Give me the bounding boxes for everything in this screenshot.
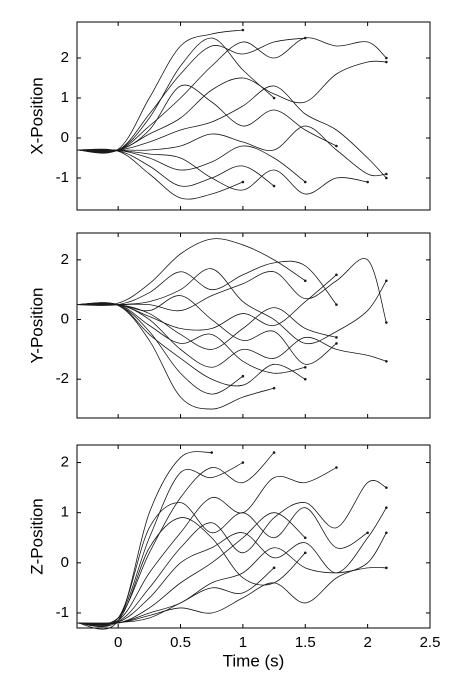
trajectory: [76, 148, 244, 200]
trajectory: [76, 37, 387, 153]
y-tick-label: 1: [61, 89, 69, 106]
end-point: [241, 374, 245, 378]
end-point: [385, 279, 388, 283]
trajectory: [76, 502, 368, 627]
end-point: [272, 96, 276, 100]
end-point: [335, 342, 338, 345]
y-axis-label: X-Position: [27, 77, 46, 154]
end-point: [385, 486, 388, 489]
trajectory: [76, 567, 275, 624]
trajectory: [76, 260, 337, 306]
y-tick-label: 1: [61, 504, 69, 521]
end-point: [241, 180, 245, 184]
trajectory: [76, 547, 387, 625]
plot-frame: [76, 232, 431, 419]
end-point: [241, 28, 245, 32]
trajectory: [76, 149, 275, 187]
trajectory: [77, 258, 387, 323]
end-point: [366, 180, 369, 184]
trajectory: [76, 507, 387, 625]
end-point: [385, 56, 388, 60]
end-point: [385, 531, 388, 535]
x-tick-label: 1.5: [295, 634, 316, 651]
end-point: [335, 466, 338, 469]
end-point: [241, 461, 245, 464]
end-point: [335, 303, 338, 306]
trajectory: [76, 60, 387, 152]
trajectory: [76, 85, 387, 179]
y-tick-label: 2: [61, 251, 69, 268]
trajectory: [76, 37, 275, 153]
trajectory: [76, 274, 337, 331]
plot-frame: [76, 21, 431, 211]
trajectory: [76, 302, 244, 395]
plot-frame: [76, 444, 431, 629]
y-tick-label: -1: [56, 604, 69, 621]
end-point: [385, 360, 388, 363]
trajectory: [76, 451, 212, 630]
end-point: [335, 144, 338, 148]
end-point: [335, 273, 338, 277]
trajectory: [76, 84, 337, 152]
end-point: [210, 451, 214, 454]
end-point: [385, 321, 388, 324]
y-tick-label: 2: [61, 49, 69, 66]
end-point: [385, 172, 388, 176]
end-point: [272, 451, 276, 454]
end-point: [303, 365, 307, 369]
trajectory: [76, 303, 387, 368]
x-tick-label: 0.5: [170, 634, 191, 651]
trajectory: [76, 302, 306, 374]
end-point: [303, 279, 307, 283]
y-axis-label: Y-Position: [27, 288, 46, 364]
trajectory: [76, 517, 306, 628]
end-point: [303, 180, 307, 184]
end-point: [366, 531, 369, 535]
end-point: [385, 506, 388, 509]
x-tick-label: 2: [363, 634, 371, 651]
trajectory: [76, 512, 306, 625]
trajectory: [76, 480, 387, 625]
y-tick-label: 0: [61, 311, 69, 328]
end-point: [272, 386, 276, 390]
y-tick-label: 2: [61, 454, 69, 471]
x-tick-label: 2.5: [420, 634, 441, 651]
end-point: [303, 551, 307, 555]
x-tick-label: 1: [239, 634, 247, 651]
end-point: [385, 60, 388, 64]
end-point: [303, 377, 307, 381]
trajectory: [76, 295, 337, 365]
end-point: [272, 184, 276, 188]
y-tick-label: 0: [61, 129, 69, 146]
x-axis-label: Time (s): [223, 651, 285, 670]
trajectory: [76, 303, 337, 350]
y-tick-label: -1: [56, 169, 69, 186]
end-point: [303, 536, 307, 540]
y-tick-label: 0: [61, 554, 69, 571]
trajectory: [76, 149, 368, 195]
trajectory: [76, 238, 306, 306]
x-tick-label: 0: [114, 634, 122, 651]
trajectory: [76, 467, 337, 626]
end-point: [335, 336, 338, 339]
end-point: [272, 566, 276, 570]
trajectory: [76, 125, 387, 177]
y-tick-label: -2: [56, 370, 69, 387]
trajectory: [76, 268, 387, 345]
end-point: [385, 566, 388, 570]
y-axis-label: Z-Position: [27, 498, 46, 575]
trajectory: [76, 302, 275, 410]
end-point: [385, 176, 388, 180]
trajectory: [76, 302, 306, 387]
trajectory: [76, 532, 387, 624]
